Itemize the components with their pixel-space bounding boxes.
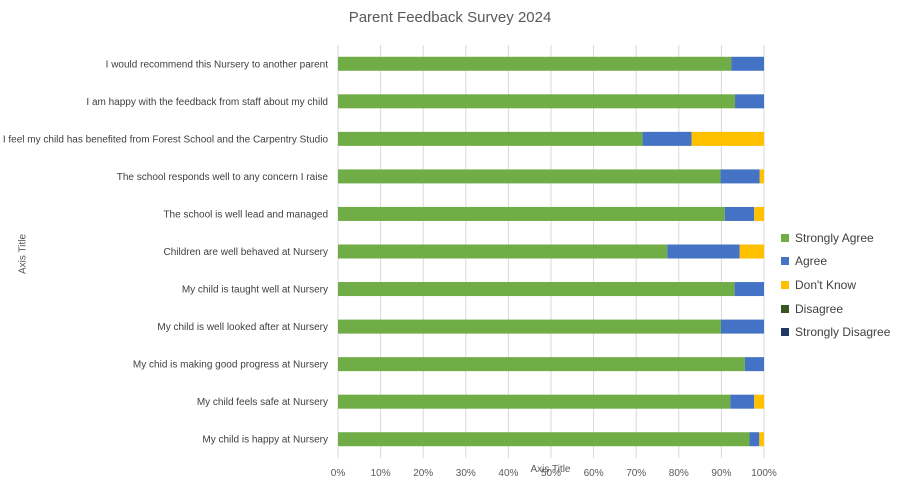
x-tick-label: 100% <box>751 468 777 479</box>
category-label: My child feels safe at Nursery <box>197 397 328 408</box>
category-label: My child is taught well at Nursery <box>182 285 328 296</box>
category-label: Children are well behaved at Nursery <box>163 247 328 258</box>
legend-label: Strongly Disagree <box>795 325 891 340</box>
x-tick-label: 20% <box>413 468 433 479</box>
x-tick-label: 50% <box>541 468 561 479</box>
legend-swatch <box>781 233 789 242</box>
legend-item: Disagree <box>781 297 890 321</box>
category-labels: I would recommend this Nursery to anothe… <box>3 59 329 445</box>
x-tick-label: 80% <box>669 468 689 479</box>
x-axis-title: Axis Title <box>530 464 571 475</box>
bar-segment <box>739 244 764 259</box>
category-label: My child is happy at Nursery <box>202 435 328 446</box>
bar-segment <box>730 394 755 409</box>
bar-segment <box>338 94 736 109</box>
legend-swatch <box>781 257 789 266</box>
bar-segment <box>338 432 750 447</box>
bar-segment <box>691 131 764 146</box>
category-label: The school responds well to any concern … <box>117 172 329 183</box>
legend-swatch <box>781 280 789 289</box>
x-tick-label: 30% <box>456 468 476 479</box>
y-axis-title: Axis Title <box>17 233 29 275</box>
bar-segment <box>338 169 721 184</box>
bar-segment <box>338 244 668 259</box>
legend-item: Don't Know <box>781 273 890 297</box>
legend-item: Strongly Agree <box>781 226 890 250</box>
category-label: My child is well looked after at Nursery <box>157 322 328 333</box>
bar-segment <box>667 244 740 259</box>
bar-segment <box>642 131 692 146</box>
bar-segment <box>759 169 764 184</box>
bar-segment <box>749 432 760 447</box>
bar-segment <box>731 56 764 71</box>
bar-segment <box>759 432 764 447</box>
bar-segment <box>744 357 764 372</box>
category-label: The school is well lead and managed <box>163 209 328 220</box>
bar-segment <box>735 94 764 109</box>
bar-segment <box>754 394 764 409</box>
bar-segment <box>338 357 745 372</box>
legend-label: Agree <box>795 254 828 269</box>
x-tick-labels: 0% 10% 20% 30% 40% 50% 60% 70% 80% 90% 100% <box>331 468 777 479</box>
category-label: I am happy with the feedback from staff … <box>86 97 328 108</box>
category-label: I feel my child has benefited from Fores… <box>3 134 329 145</box>
x-tick-label: 40% <box>498 468 518 479</box>
legend-item: Strongly Disagree <box>781 320 890 344</box>
bar-segment <box>720 319 764 334</box>
legend-swatch <box>781 304 789 313</box>
bar-segment <box>338 319 721 334</box>
bar-segment <box>720 169 760 184</box>
bar-segment <box>724 206 755 221</box>
bars <box>338 56 764 447</box>
bar-segment <box>754 206 764 221</box>
x-tick-label: 90% <box>711 468 731 479</box>
legend-label: Strongly Agree <box>795 230 874 245</box>
category-label: I would recommend this Nursery to anothe… <box>106 59 329 70</box>
chart-title: Parent Feedback Survey 2024 <box>348 9 552 26</box>
x-tick-label: 0% <box>331 468 346 479</box>
x-tick-label: 10% <box>371 468 391 479</box>
legend-swatch <box>781 328 789 337</box>
bar-segment <box>338 282 735 297</box>
bar-segment <box>338 206 725 221</box>
bar-segment <box>338 56 732 71</box>
bar-segment <box>338 131 643 146</box>
legend-item: Agree <box>781 250 890 274</box>
bar-segment <box>338 394 731 409</box>
legend-label: Disagree <box>795 301 844 316</box>
x-tick-label: 70% <box>626 468 646 479</box>
legend-label: Don't Know <box>795 277 856 292</box>
bar-segment <box>734 282 764 297</box>
legend: Strongly Agree Agree Don't Know Disagree Str… <box>781 226 890 344</box>
x-tick-label: 60% <box>584 468 604 479</box>
category-label: My chid is making good progress at Nurse… <box>133 360 328 371</box>
